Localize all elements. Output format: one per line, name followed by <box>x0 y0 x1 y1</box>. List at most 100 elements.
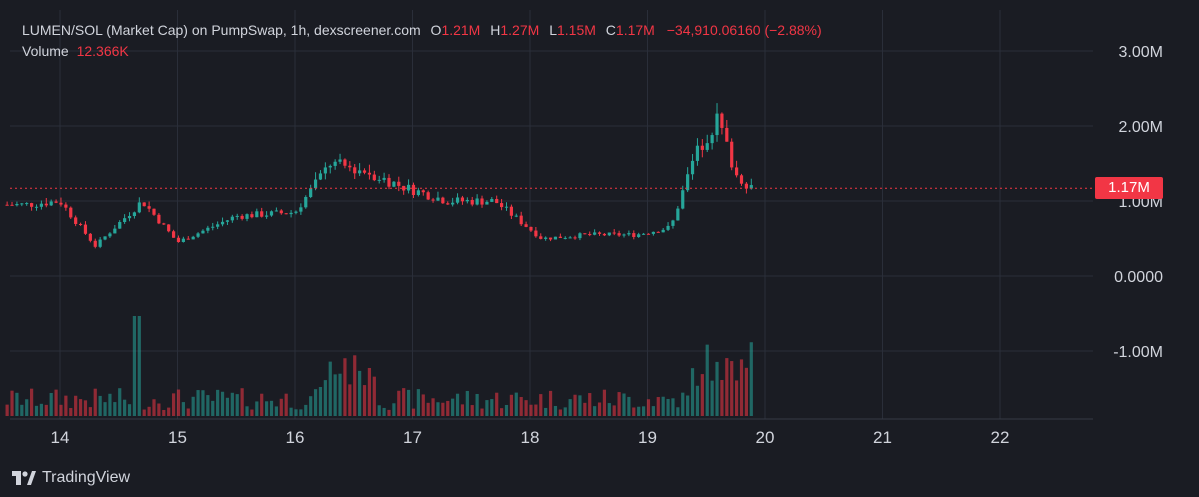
volume-bar <box>74 395 78 416</box>
candle-body <box>637 234 641 238</box>
candle-body <box>93 240 97 247</box>
candle-body <box>700 145 704 150</box>
volume-bar <box>323 380 327 416</box>
volume-bar <box>544 407 548 416</box>
volume-bar <box>602 389 607 416</box>
volume-bar <box>637 406 641 416</box>
volume-bar <box>211 400 215 416</box>
candle-body <box>593 232 597 235</box>
y-tick-label: -1.00M <box>1113 344 1163 361</box>
volume-bar <box>627 396 631 416</box>
candle-body <box>235 215 239 217</box>
candle-body <box>602 233 607 236</box>
volume-bar <box>59 404 63 416</box>
volume-bar <box>333 374 337 416</box>
x-tick-label: 20 <box>756 428 775 447</box>
candle-body <box>240 215 244 219</box>
volume-bar <box>553 405 558 416</box>
volume-bar <box>216 389 220 416</box>
candle-body <box>132 212 137 217</box>
candle-body <box>519 215 523 225</box>
candle-body <box>377 179 381 181</box>
tradingview-branding[interactable]: TradingView <box>12 467 130 489</box>
volume-bar <box>470 405 474 416</box>
volume-bar <box>597 402 602 416</box>
volume-bar <box>20 404 24 416</box>
volume-bar <box>504 404 509 416</box>
volume-bar <box>377 405 381 416</box>
candle-body <box>108 233 112 237</box>
candle-body <box>220 221 225 225</box>
candle-body <box>720 113 724 128</box>
candle-body <box>358 170 362 174</box>
volume-bar <box>93 388 97 416</box>
volume-bar <box>25 399 29 416</box>
candle-body <box>485 201 489 205</box>
volume-bar <box>318 387 323 416</box>
candle-body <box>265 215 269 217</box>
chart-grid <box>10 10 1093 419</box>
candle-body <box>162 223 166 225</box>
volume-bar <box>485 400 489 416</box>
candle-body <box>622 234 626 236</box>
y-tick-label: 3.00M <box>1119 44 1163 61</box>
brand-name: TradingView <box>42 469 131 486</box>
candle-body <box>338 159 342 162</box>
volume-bar <box>235 394 239 416</box>
candle-body <box>730 141 734 168</box>
candle-body <box>416 190 420 196</box>
volume-bar <box>397 390 401 416</box>
low-value: 1.15M <box>556 22 596 38</box>
candle-body <box>304 197 308 208</box>
volume-bar <box>240 388 244 416</box>
volume-bar <box>641 406 646 416</box>
volume-bar <box>563 407 567 416</box>
volume-bar <box>225 397 230 416</box>
volume-bar <box>201 390 205 416</box>
volume-bar <box>558 409 562 416</box>
candle-body <box>739 175 744 184</box>
volume-bar <box>382 407 386 416</box>
volume-bar <box>348 384 352 416</box>
candle-body <box>455 197 460 203</box>
last-price-tag: 1.17M <box>1095 177 1163 199</box>
volume-bar <box>583 402 587 416</box>
candle-body <box>553 236 558 240</box>
volume-bar <box>431 398 435 416</box>
volume-bar <box>309 396 313 416</box>
volume-bar <box>715 361 719 416</box>
volume-bar <box>289 407 293 416</box>
candle-body <box>578 233 582 239</box>
volume-bar <box>34 405 39 416</box>
volume-bar <box>54 389 58 416</box>
candle-body <box>436 197 440 201</box>
x-tick-label: 14 <box>51 428 70 447</box>
candle-body <box>98 239 102 247</box>
candle-body <box>343 159 347 166</box>
candle-body <box>534 230 538 237</box>
volume-bar <box>83 400 88 416</box>
volume-bar <box>749 342 753 416</box>
candle-body <box>328 165 332 168</box>
candle-body <box>15 203 19 206</box>
volume-bar <box>739 359 744 416</box>
candle-body <box>446 203 450 205</box>
candle-body <box>333 161 337 166</box>
volume-bar <box>304 404 308 416</box>
x-tick-label: 19 <box>638 428 657 447</box>
candle-body <box>641 233 646 235</box>
candle-body <box>206 227 210 231</box>
volume-bar <box>681 392 685 416</box>
candle-body <box>123 218 127 223</box>
y-tick-label: 2.00M <box>1119 119 1163 136</box>
volume-bar <box>220 391 225 416</box>
volume-bar <box>426 402 430 416</box>
high-value: 1.27M <box>500 22 540 38</box>
candle-body <box>548 237 553 240</box>
time-axis[interactable]: 14 15 16 17 18 19 20 21 22 <box>51 428 1010 447</box>
candle-body <box>309 188 313 198</box>
volume-bar <box>313 389 318 416</box>
volume-bar <box>710 380 714 416</box>
